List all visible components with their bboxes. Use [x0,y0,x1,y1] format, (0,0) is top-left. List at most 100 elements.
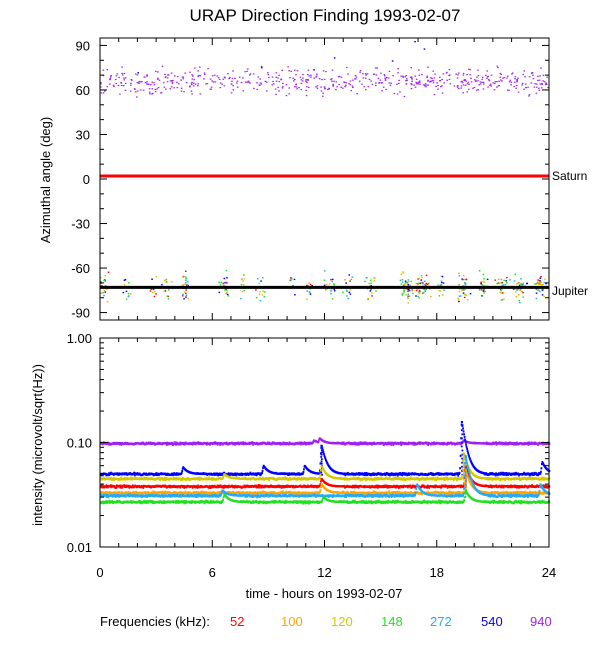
intensity-point-52 [141,485,144,488]
intensity-point-540 [388,474,391,477]
intensity-point-52 [462,484,465,487]
intensity-point-940 [303,441,306,444]
azimuth-point-940 [167,74,169,76]
intensity-point-120 [462,459,464,462]
azimuth-point-940 [124,89,127,91]
intensity-point-540 [175,472,178,475]
azimuth-point-940 [229,76,231,79]
azimuth-point-120 [243,284,245,286]
intensity-series-540 [100,420,551,477]
intensity-point-540 [501,472,504,476]
azimuth-point-940 [523,70,525,72]
azimuth-point-272 [184,279,187,282]
intensity-point-940 [120,443,123,446]
intensity-point-120 [258,478,261,481]
azimuth-point-120 [438,290,440,292]
azimuth-point-940 [427,66,429,68]
azimuth-point-940 [375,74,378,76]
intensity-point-120 [126,476,129,480]
intensity-point-940 [340,441,343,444]
azimuth-point-940 [121,66,123,68]
azimuth-point-940 [377,77,380,80]
azimuth-point-940 [340,76,343,78]
intensity-point-120 [518,476,521,480]
intensity-point-540 [133,471,136,474]
intensity-point-540 [101,474,104,477]
intensity-point-52 [351,486,354,489]
intensity-point-52 [467,473,470,476]
intensity-spike-540 [460,421,463,423]
azimuth-point-272 [404,282,407,284]
azimuth-point-940 [365,74,368,76]
azimuth-point-540 [545,282,547,285]
azimuth-point-52 [222,282,225,285]
azimuth-point-940 [462,72,465,75]
azimuth-point-940 [203,73,206,75]
intensity-point-540 [397,473,400,476]
azimuth-point-540 [541,294,544,296]
azimuth-point-940 [516,79,518,81]
azimuth-point-940 [173,75,176,77]
intensity-point-52 [191,486,194,489]
azimuth-point-52 [370,288,372,290]
intensity-point-120 [321,465,323,468]
azimuth-point-940 [332,84,334,86]
azimuth-point-940 [328,87,331,89]
intensity-point-540 [258,472,261,475]
intensity-point-540 [470,460,472,463]
azimuth-point-940 [545,82,547,84]
azimuth-point-100 [163,290,166,292]
azimuth-point-940 [275,80,278,82]
intensity-point-540 [302,472,304,475]
azimuth-point-940 [300,88,303,91]
azimuth-ytick-label: 60 [76,83,90,98]
azimuth-point-940 [500,73,503,76]
intensity-point-940 [305,443,307,446]
intensity-point-940 [433,441,436,444]
intensity-point-940 [107,441,110,445]
azimuth-point-148 [103,279,105,282]
azimuth-point-940 [153,84,156,86]
intensity-point-940 [387,441,390,444]
azimuth-point-272 [104,280,107,282]
intensity-point-52 [168,486,171,489]
azimuth-point-148 [463,288,466,291]
azimuth-point-940 [521,82,524,84]
azimuth-point-148 [500,278,503,281]
azimuth-point-940 [437,84,439,87]
intensity-point-940 [303,442,305,445]
intensity-point-52 [138,484,141,488]
intensity-point-120 [361,478,364,482]
azimuth-point-940 [157,86,160,89]
azimuth-point-940 [356,93,359,95]
azimuth-point-940 [535,83,538,85]
azimuth-point-940 [517,77,519,79]
azimuth-point-940 [354,74,357,77]
azimuth-point-940 [482,88,485,90]
intensity-point-120 [198,478,201,481]
intensity-point-52 [383,485,386,489]
intensity-point-540 [171,473,174,477]
azimuth-point-940 [427,79,430,81]
azimuth-point-940 [324,88,326,90]
intensity-point-120 [207,477,210,481]
azimuth-point-940 [316,87,319,89]
azimuth-point-940 [130,82,132,84]
azimuth-point-540 [369,290,372,292]
azimuth-point-272 [517,288,519,290]
intensity-point-52 [208,486,211,489]
azimuth-point-120 [100,282,103,285]
azimuth-point-940 [316,85,319,87]
azimuth-point-940 [482,83,485,85]
intensity-point-540 [468,456,471,459]
azimuth-point-940 [181,76,184,78]
azimuth-point-940 [455,73,457,75]
azimuth-point-940 [457,88,460,90]
intensity-point-52 [127,484,130,487]
azimuth-point-940 [180,79,182,81]
azimuth-point-940 [328,88,330,90]
azimuth-point-940 [384,78,387,80]
azimuth-point-148 [516,283,518,285]
intensity-point-52 [402,486,405,489]
azimuth-point-148 [422,291,425,294]
